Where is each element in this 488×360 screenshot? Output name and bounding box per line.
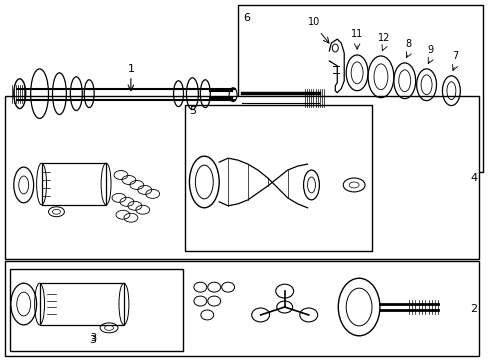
Bar [5,96,478,260]
Bar [238,5,482,172]
Text: 8: 8 [405,39,411,49]
Text: 11: 11 [350,29,363,39]
Bar [40,283,123,325]
Text: 7: 7 [451,51,458,61]
Text: 3: 3 [89,335,97,345]
Bar [41,163,106,205]
Text: 6: 6 [243,13,249,23]
Text: 12: 12 [377,33,389,43]
Text: 3: 3 [90,333,96,343]
Text: 4: 4 [469,173,476,183]
Text: 9: 9 [427,45,433,55]
Bar [10,269,183,351]
Ellipse shape [276,301,292,313]
Text: 2: 2 [469,304,476,314]
Text: 10: 10 [307,17,319,27]
Text: 5: 5 [189,105,196,116]
Bar [5,261,478,356]
Text: 1: 1 [127,64,134,74]
Bar [185,105,371,251]
